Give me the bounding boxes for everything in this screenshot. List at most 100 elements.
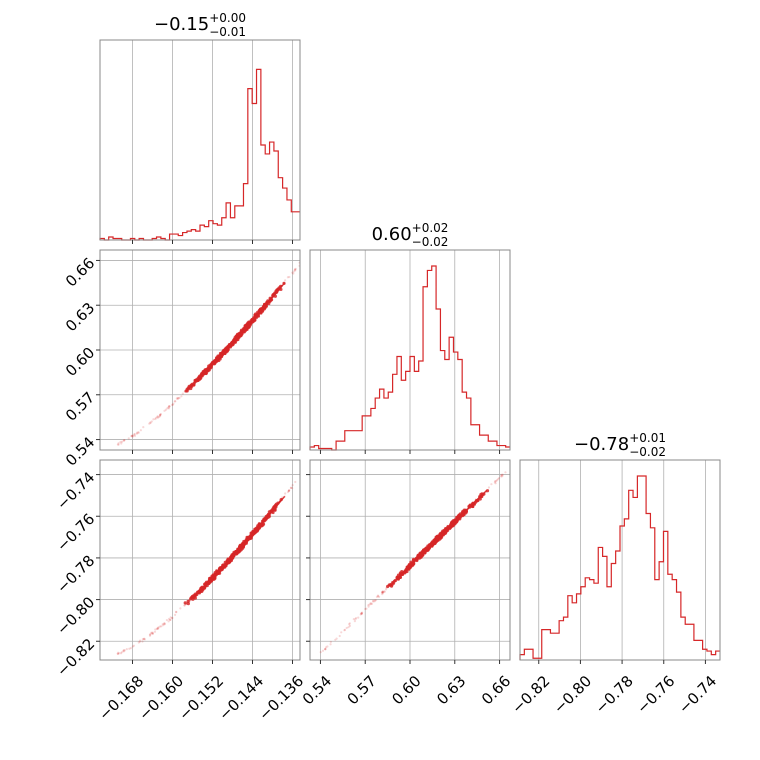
scatter-point-faint — [373, 599, 376, 602]
scatter-point-faint — [163, 622, 166, 625]
scatter-point-faint — [286, 276, 290, 279]
scatter-point-faint — [290, 486, 293, 489]
panel-title-1: 0.60+0.02 — [372, 221, 449, 245]
scatter-point-faint — [375, 595, 379, 598]
scatter-point-faint — [293, 268, 297, 271]
panel-title-0: −0.15+0.00 — [154, 11, 246, 35]
scatter-point-faint — [293, 268, 297, 271]
scatter-point-faint — [304, 471, 306, 473]
scatter-point-faint — [353, 620, 357, 623]
scatter-point-faint — [493, 480, 497, 483]
scatter-point-faint — [137, 431, 140, 435]
scatter-point-faint — [372, 600, 375, 603]
scatter-point-faint — [176, 396, 179, 400]
scatter-point-faint — [156, 626, 160, 629]
scatter-point-faint — [137, 430, 140, 434]
scatter-point-faint — [141, 638, 144, 641]
y-tick-label-2-2: −0.78 — [53, 552, 98, 597]
scatter-point-faint — [130, 435, 133, 438]
scatter-point-faint — [191, 384, 194, 387]
scatter-point-faint — [303, 472, 305, 474]
scatter-point-faint — [122, 649, 125, 652]
scatter-point-faint — [181, 392, 184, 395]
scatter-point-faint — [494, 482, 497, 485]
scatter-point-faint — [151, 632, 154, 635]
scatter-point-faint — [142, 637, 145, 641]
scatter-point-faint — [501, 474, 504, 477]
scatter-point-faint — [391, 580, 395, 584]
scatter-point — [388, 583, 392, 587]
y-tick-label-2-4: −0.74 — [53, 468, 98, 513]
scatter-point-faint — [184, 602, 187, 605]
scatter-point-faint — [152, 418, 155, 421]
title-upper-1: +0.02 — [412, 221, 449, 235]
scatter-point-faint — [143, 637, 146, 640]
scatter-point-faint — [159, 625, 162, 628]
scatter-point-faint — [343, 629, 346, 632]
scatter-point-faint — [383, 590, 386, 593]
scatter-panel-2 — [319, 471, 507, 654]
scatter-point-faint — [289, 486, 292, 489]
scatter-point-faint — [381, 593, 384, 596]
scatter-point-faint — [123, 649, 126, 652]
scatter-point-faint — [163, 409, 166, 412]
scatter-point-faint — [169, 616, 172, 619]
scatter-point-faint — [167, 620, 170, 623]
scatter-point-faint — [117, 442, 120, 445]
scatter-point-faint — [138, 640, 141, 643]
scatter-point-faint — [360, 612, 363, 615]
scatter-point-faint — [184, 603, 188, 606]
scatter-point-faint — [391, 582, 394, 585]
scatter-point-faint — [388, 584, 391, 587]
contour-line-2-2 — [400, 489, 488, 576]
x-tick-label-2-0: −0.82 — [508, 672, 553, 717]
title-median-2: −0.78 — [574, 434, 629, 455]
x-tick-label-2-4: −0.74 — [675, 672, 720, 717]
scatter-point-faint — [373, 600, 376, 603]
y-tick-label-2-3: −0.76 — [53, 510, 98, 555]
scatter-point-faint — [376, 594, 380, 597]
scatter-point-faint — [291, 487, 294, 490]
scatter-point-faint — [386, 585, 389, 588]
scatter-point-faint — [190, 384, 193, 387]
scatter-point-faint — [163, 622, 166, 625]
title-lower-1: −0.02 — [412, 235, 449, 249]
scatter-point-faint — [120, 651, 123, 654]
scatter-point-faint — [343, 628, 347, 631]
scatter-point — [193, 596, 197, 600]
scatter-point-faint — [287, 489, 290, 492]
scatter-point-faint — [148, 634, 152, 637]
scatter-point-faint — [135, 431, 139, 434]
scatter-point-faint — [292, 270, 295, 273]
scatter-point-faint — [171, 403, 174, 406]
scatter-point-faint — [175, 397, 178, 400]
scatter-point-faint — [139, 429, 142, 432]
title-lower-0: −0.01 — [209, 25, 246, 39]
scatter-point-faint — [138, 639, 142, 642]
scatter-point-faint — [347, 626, 350, 629]
scatter-point — [191, 597, 195, 601]
scatter-point-faint — [385, 586, 388, 589]
scatter-point-faint — [122, 649, 125, 652]
scatter-point-faint — [365, 607, 368, 610]
scatter-point-faint — [494, 479, 498, 483]
scatter-point-faint — [163, 622, 166, 626]
scatter-point-faint — [170, 616, 173, 620]
scatter-point-faint — [117, 651, 120, 654]
scatter-point-faint — [171, 403, 174, 407]
scatter-point-faint — [490, 483, 493, 486]
frame-layer — [96, 39, 721, 664]
scatter-point-faint — [321, 649, 325, 652]
scatter-point-faint — [380, 591, 384, 594]
y-tick-label-2-0: −0.82 — [53, 635, 98, 680]
x-tick-label-2-1: −0.80 — [550, 672, 595, 717]
y-tick-label-1-0: 0.54 — [62, 433, 98, 469]
scatter-point-faint — [292, 272, 295, 275]
scatter-point-faint — [176, 397, 179, 401]
scatter-point-faint — [151, 632, 154, 635]
scatter-point-faint — [370, 602, 374, 605]
scatter-point-faint — [150, 420, 153, 423]
panel-frame-2-0 — [99, 459, 301, 661]
scatter-panel-0 — [116, 261, 300, 446]
